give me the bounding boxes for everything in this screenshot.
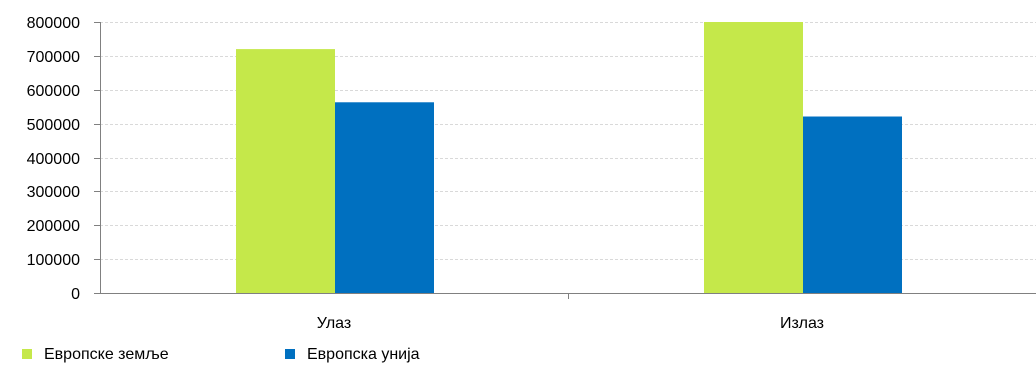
legend-item: Европске земље xyxy=(22,346,169,363)
bar xyxy=(803,116,902,293)
bar xyxy=(704,22,803,293)
bars xyxy=(236,22,902,293)
y-tick-label: 800000 xyxy=(27,15,80,32)
y-tick-label: 400000 xyxy=(27,151,80,168)
y-tick-label: 300000 xyxy=(27,184,80,201)
legend-label: Европске земље xyxy=(44,346,169,363)
legend-swatch xyxy=(22,349,32,359)
y-tick-labels: 0 100000 200000 300000 400000 500000 600000 700… xyxy=(27,15,80,303)
category-label: Улаз xyxy=(317,315,351,332)
legend: Европске земље Европска унија xyxy=(22,346,420,363)
axes xyxy=(94,22,1036,299)
y-tick-label: 500000 xyxy=(27,117,80,134)
legend-swatch xyxy=(285,349,295,359)
y-tick-label: 0 xyxy=(71,286,80,303)
legend-label: Европска унија xyxy=(307,346,420,363)
y-tick-label: 200000 xyxy=(27,218,80,235)
category-labels: Улаз Излаз xyxy=(317,315,824,332)
y-tick-label: 600000 xyxy=(27,83,80,100)
y-tick-label: 100000 xyxy=(27,252,80,269)
category-label: Излаз xyxy=(780,315,824,332)
legend-item: Европска унија xyxy=(285,346,420,363)
bar xyxy=(335,102,434,293)
y-tick-label: 700000 xyxy=(27,49,80,66)
bar xyxy=(236,49,335,293)
